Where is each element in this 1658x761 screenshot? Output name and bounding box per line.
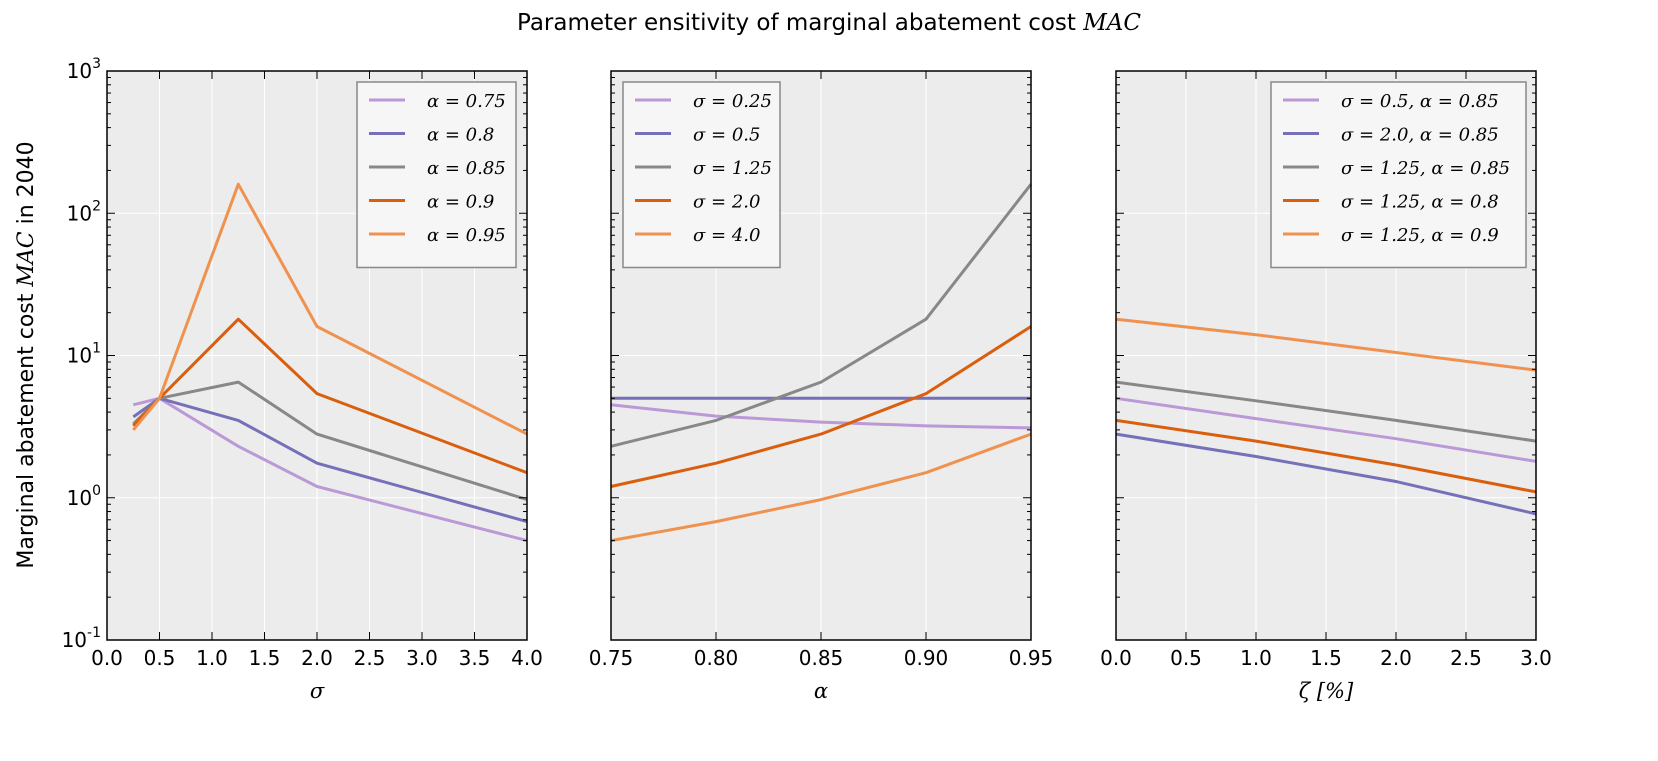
- y-tick-base: 10: [67, 486, 92, 510]
- legend-label-1: α = 0.75: [427, 91, 506, 112]
- x-tick-label: 2.5: [354, 646, 386, 670]
- legend-label-4: σ = 2.0: [693, 192, 760, 213]
- x-tick-label: 4.0: [511, 646, 543, 670]
- x-tick-label: 1.0: [196, 646, 228, 670]
- x-tick-label: 3.5: [459, 646, 491, 670]
- x-tick-label: 1.0: [1240, 646, 1272, 670]
- y-tick-label: 102: [67, 198, 101, 225]
- series-line-3: [1115, 380, 1537, 443]
- y-tick-exponent: 2: [92, 198, 101, 214]
- legend-label-2: σ = 0.5: [693, 125, 760, 146]
- legend-label-4: α = 0.9: [427, 192, 494, 213]
- series-line-3: [610, 183, 1033, 448]
- subplot-3: 0.0 0.5 1.0 1.5 2.0 2.5 3.0 ζ [%] σ = 0.5, α = 0…: [1100, 70, 1552, 703]
- y-tick-base: 10: [67, 59, 92, 83]
- y-tick-exponent: 0: [92, 483, 101, 499]
- x-axis-label: ζ [%]: [1299, 679, 1354, 703]
- legend: σ = 0.25 σ = 0.5 σ = 1.25 σ = 2.0 σ = 4.0: [622, 81, 781, 269]
- series-line-4: [1115, 418, 1537, 494]
- x-tick-label: 0.5: [144, 646, 176, 670]
- y-tick-exponent: -1: [87, 625, 101, 641]
- figure-title-math: MAC: [1083, 10, 1142, 36]
- x-tick-label: 0.0: [1100, 646, 1132, 670]
- x-tick-label: 0.80: [694, 646, 739, 670]
- figure-title-text: Parameter ensitivity of marginal abateme…: [516, 10, 1084, 36]
- legend-label-5: σ = 1.25, α = 0.9: [1341, 225, 1499, 246]
- x-tick-label: 1.5: [249, 646, 281, 670]
- figure-title: Parameter ensitivity of marginal abateme…: [0, 10, 1658, 36]
- series-line-5: [610, 432, 1032, 543]
- series-line-1: [1115, 396, 1537, 463]
- y-axis-label-prefix: Marginal abatement cost: [14, 287, 39, 569]
- x-tick-label: 1.5: [1310, 646, 1342, 670]
- x-tick-label: 2.0: [1380, 646, 1412, 670]
- series-line-1: [610, 403, 1032, 430]
- y-axis-label-math: MAC: [14, 231, 39, 287]
- y-tick-base: 10: [67, 344, 92, 368]
- axes-frame: [610, 70, 1032, 641]
- series-line-4: [610, 325, 1032, 488]
- y-tick-exponent: 1: [92, 341, 101, 357]
- legend-label-5: α = 0.95: [427, 225, 506, 246]
- legend-label-3: α = 0.85: [427, 158, 506, 179]
- y-tick-exponent: 3: [92, 56, 101, 72]
- legend-label-3: σ = 1.25, α = 0.85: [1341, 158, 1510, 179]
- series-line-1: [132, 396, 528, 543]
- y-tick-label: 10-1: [62, 625, 101, 652]
- legend-box: [356, 81, 517, 269]
- x-tick-label: 0.90: [904, 646, 949, 670]
- legend: α = 0.75 α = 0.8 α = 0.85 α = 0.9 α = 0.95: [356, 81, 517, 269]
- series-line-5: [132, 182, 528, 436]
- series-line-2: [132, 396, 528, 524]
- legend-label-4: σ = 1.25, α = 0.8: [1341, 192, 1499, 213]
- legend: σ = 0.5, α = 0.85 σ = 2.0, α = 0.85 σ = 1.…: [1270, 81, 1527, 269]
- x-tick-label: 0.5: [1170, 646, 1202, 670]
- x-tick-label: 2.5: [1450, 646, 1482, 670]
- legend-label-1: σ = 0.25: [693, 91, 772, 112]
- x-tick-label: 2.0: [301, 646, 333, 670]
- x-tick-label: 0.0: [91, 646, 123, 670]
- y-tick-base: 10: [67, 201, 92, 225]
- legend-label-2: σ = 2.0, α = 0.85: [1341, 125, 1499, 146]
- series-line-5: [1115, 317, 1537, 372]
- x-axis-label: σ: [310, 679, 325, 703]
- y-axis-label-suffix: in 2040: [14, 141, 39, 231]
- legend-label-3: σ = 1.25: [693, 158, 772, 179]
- y-axis-label: Marginal abatement cost MAC in 2040: [14, 141, 39, 568]
- legend-box: [622, 81, 781, 269]
- y-tick-label: 100: [67, 483, 101, 510]
- x-axis-label: α: [814, 679, 828, 703]
- subplot-1: 0.0 0.5 1.0 1.5 2.0 2.5 3.0 3.5 4.010-1100101102…: [62, 56, 543, 703]
- axes-frame: [106, 70, 528, 641]
- x-tick-label: 3.0: [1520, 646, 1552, 670]
- y-tick-label: 103: [67, 56, 101, 83]
- x-tick-label: 3.0: [406, 646, 438, 670]
- legend-label-1: σ = 0.5, α = 0.85: [1341, 91, 1499, 112]
- x-tick-label: 0.75: [589, 646, 634, 670]
- axes-frame: [1115, 70, 1537, 641]
- series-line-2: [1115, 432, 1537, 516]
- y-tick-base: 10: [62, 628, 87, 652]
- y-tick-label: 101: [67, 341, 101, 368]
- legend-label-5: σ = 4.0: [693, 225, 760, 246]
- x-tick-label: 0.85: [799, 646, 844, 670]
- legend-label-2: α = 0.8: [427, 125, 494, 146]
- x-tick-label: 0.95: [1009, 646, 1054, 670]
- legend-box: [1270, 81, 1527, 269]
